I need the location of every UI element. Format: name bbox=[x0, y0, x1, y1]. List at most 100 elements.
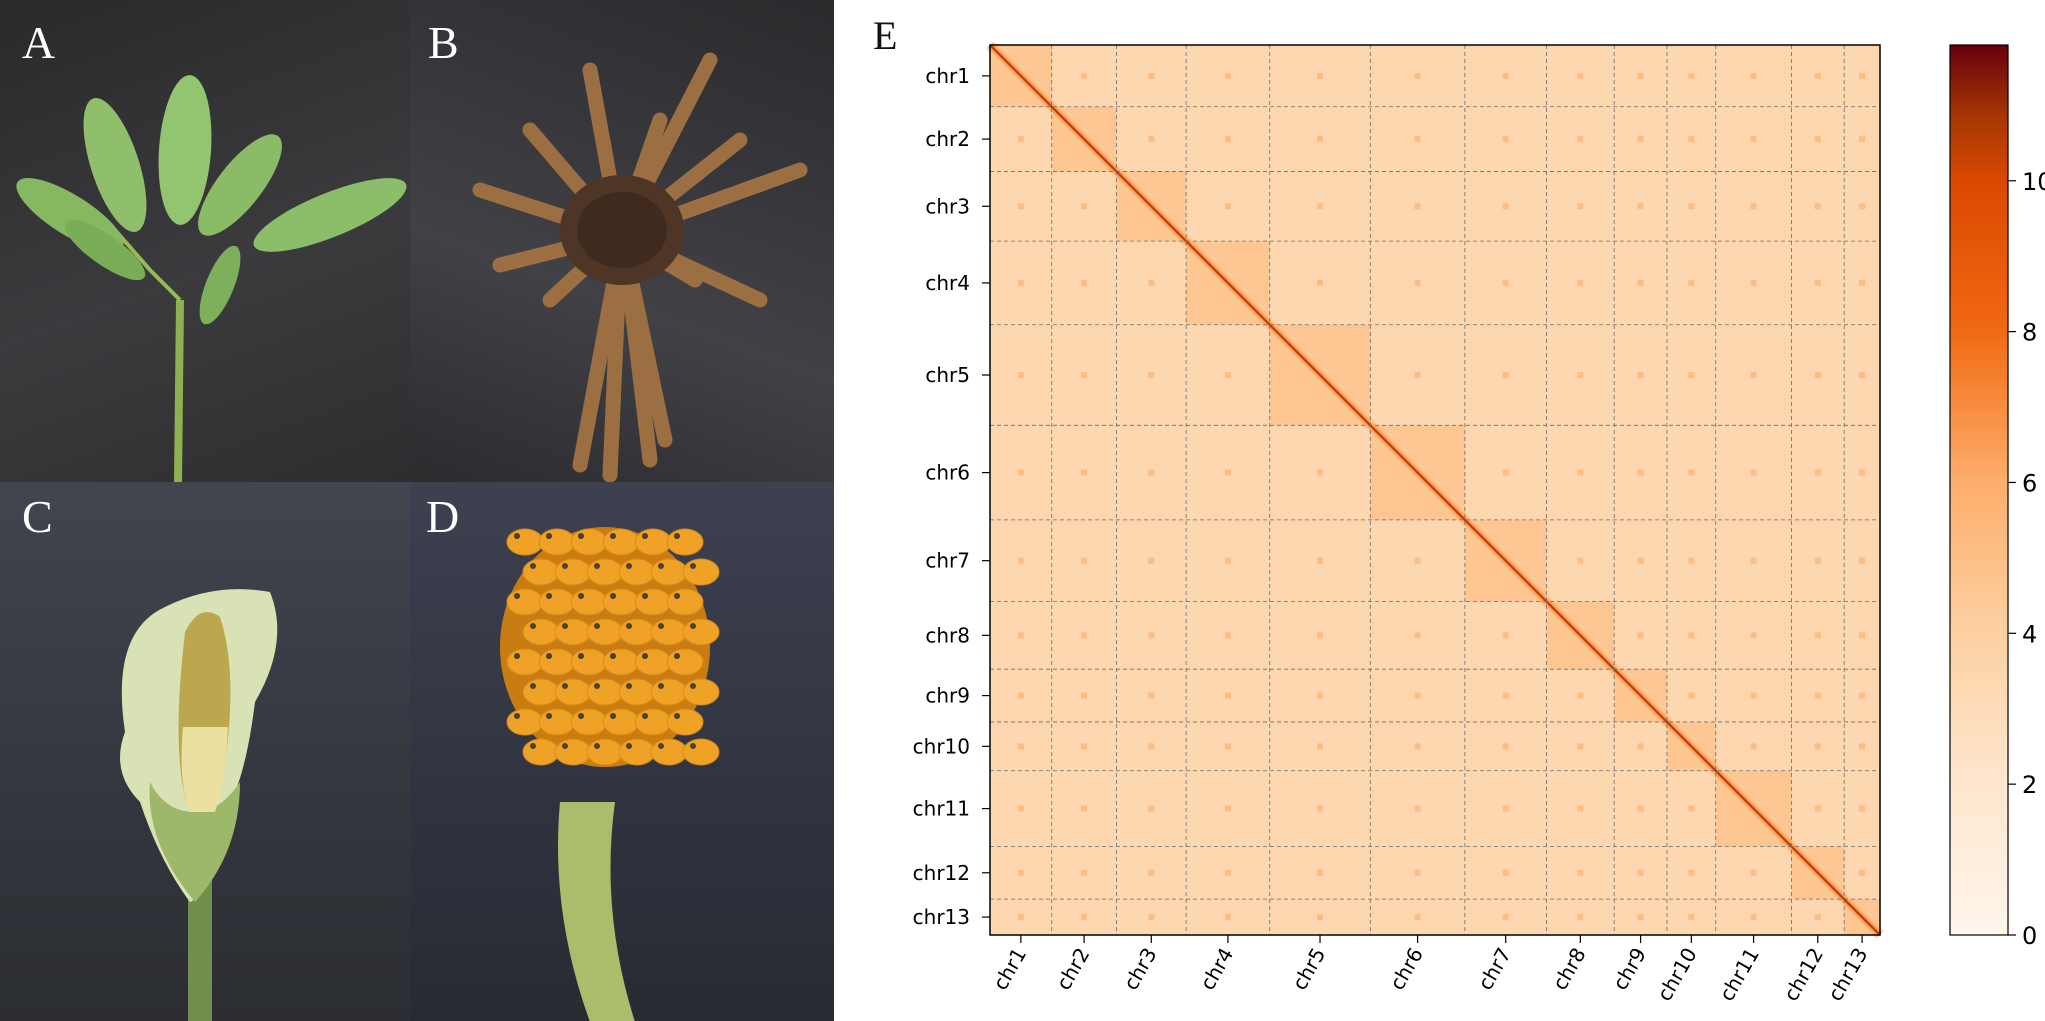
centromere-spot bbox=[1750, 692, 1757, 699]
x-tick-label: chr6 bbox=[1385, 944, 1428, 995]
x-tick-label: chr3 bbox=[1119, 944, 1162, 995]
centromere-spot bbox=[1637, 557, 1644, 564]
centromere-spot bbox=[1502, 72, 1509, 79]
centromere-spot bbox=[1414, 372, 1421, 379]
centromere-spot bbox=[1502, 632, 1509, 639]
centromere-spot bbox=[1148, 743, 1155, 750]
colorbar-tick-label: 6 bbox=[2022, 469, 2037, 497]
centromere-spot bbox=[1317, 136, 1324, 143]
y-tick-label: chr13 bbox=[913, 905, 970, 929]
centromere-spot bbox=[1577, 469, 1584, 476]
fruit-cluster-illustration bbox=[500, 527, 720, 1021]
centromere-spot bbox=[1224, 632, 1231, 639]
centromere-spot bbox=[1577, 692, 1584, 699]
y-tick-label: chr12 bbox=[913, 861, 970, 885]
centromere-spot bbox=[1637, 869, 1644, 876]
centromere-spot bbox=[1224, 203, 1231, 210]
centromere-spot bbox=[1224, 469, 1231, 476]
centromere-spot bbox=[1502, 279, 1509, 286]
centromere-spot bbox=[1317, 557, 1324, 564]
centromere-spot bbox=[1859, 805, 1866, 812]
centromere-spot bbox=[1859, 869, 1866, 876]
centromere-spot bbox=[1017, 869, 1024, 876]
centromere-spot bbox=[1688, 136, 1695, 143]
centromere-spot bbox=[1577, 743, 1584, 750]
centromere-spot bbox=[1224, 869, 1231, 876]
centromere-spot bbox=[1081, 372, 1088, 379]
colorbar-tick-label: 4 bbox=[2022, 620, 2037, 648]
centromere-spot bbox=[1577, 372, 1584, 379]
centromere-spot bbox=[1577, 72, 1584, 79]
centromere-spot bbox=[1148, 279, 1155, 286]
centromere-spot bbox=[1317, 869, 1324, 876]
centromere-spot bbox=[1224, 743, 1231, 750]
centromere-spot bbox=[1814, 632, 1821, 639]
centromere-spot bbox=[1688, 557, 1695, 564]
x-tick-label: chr2 bbox=[1051, 944, 1094, 995]
centromere-spot bbox=[1502, 692, 1509, 699]
photo-panel-a-leaves: A bbox=[0, 0, 410, 482]
centromere-spot bbox=[1750, 869, 1757, 876]
y-tick-label: chr7 bbox=[925, 549, 970, 573]
centromere-spot bbox=[1317, 203, 1324, 210]
centromere-spot bbox=[1859, 743, 1866, 750]
centromere-spot bbox=[1502, 469, 1509, 476]
centromere-spot bbox=[1577, 203, 1584, 210]
centromere-spot bbox=[1577, 805, 1584, 812]
diagonal-line bbox=[989, 44, 1881, 936]
centromere-spot bbox=[1637, 136, 1644, 143]
y-tick-label: chr4 bbox=[925, 271, 970, 295]
centromere-spot bbox=[1688, 692, 1695, 699]
centromere-spot bbox=[1317, 743, 1324, 750]
centromere-spot bbox=[1502, 136, 1509, 143]
x-tick-label: chr9 bbox=[1608, 944, 1651, 995]
centromere-spot bbox=[1414, 203, 1421, 210]
centromere-spot bbox=[1688, 372, 1695, 379]
centromere-spot bbox=[1017, 136, 1024, 143]
centromere-spot bbox=[1081, 914, 1088, 921]
centromere-spot bbox=[1081, 203, 1088, 210]
centromere-spot bbox=[1814, 692, 1821, 699]
centromere-spot bbox=[1017, 914, 1024, 921]
centromere-spot bbox=[1081, 72, 1088, 79]
centromere-spot bbox=[1148, 805, 1155, 812]
centromere-spot bbox=[1148, 692, 1155, 699]
centromere-spot bbox=[1502, 203, 1509, 210]
centromere-spot bbox=[1577, 279, 1584, 286]
centromere-spot bbox=[1637, 743, 1644, 750]
centromere-spot bbox=[1224, 805, 1231, 812]
centromere-spot bbox=[1224, 557, 1231, 564]
y-tick-label: chr6 bbox=[925, 461, 970, 485]
panel-label-e: E bbox=[873, 13, 898, 58]
centromere-spot bbox=[1414, 72, 1421, 79]
centromere-spot bbox=[1750, 914, 1757, 921]
centromere-spot bbox=[1148, 914, 1155, 921]
centromere-spot bbox=[1750, 372, 1757, 379]
centromere-spot bbox=[1814, 469, 1821, 476]
x-tick-label: chr12 bbox=[1779, 944, 1828, 1006]
centromere-spot bbox=[1814, 203, 1821, 210]
centromere-spot bbox=[1577, 557, 1584, 564]
centromere-spot bbox=[1414, 692, 1421, 699]
centromere-spot bbox=[1081, 805, 1088, 812]
centromere-spot bbox=[1688, 72, 1695, 79]
centromere-spot bbox=[1750, 557, 1757, 564]
centromere-spot bbox=[1224, 372, 1231, 379]
heatmap-frame bbox=[989, 44, 1881, 936]
centromere-spot bbox=[1637, 914, 1644, 921]
centromere-spot bbox=[1750, 136, 1757, 143]
centromere-spot bbox=[1637, 203, 1644, 210]
centromere-spot bbox=[1414, 557, 1421, 564]
centromere-spot bbox=[1017, 805, 1024, 812]
centromere-spot bbox=[1688, 279, 1695, 286]
centromere-spot bbox=[1317, 72, 1324, 79]
centromere-spot bbox=[1148, 869, 1155, 876]
centromere-spot bbox=[1081, 557, 1088, 564]
y-tick-label: chr1 bbox=[925, 64, 970, 88]
centromere-spot bbox=[1317, 279, 1324, 286]
centromere-spot bbox=[1688, 469, 1695, 476]
centromere-spot bbox=[1081, 869, 1088, 876]
colorbar bbox=[1949, 44, 2009, 936]
centromere-spot bbox=[1814, 743, 1821, 750]
